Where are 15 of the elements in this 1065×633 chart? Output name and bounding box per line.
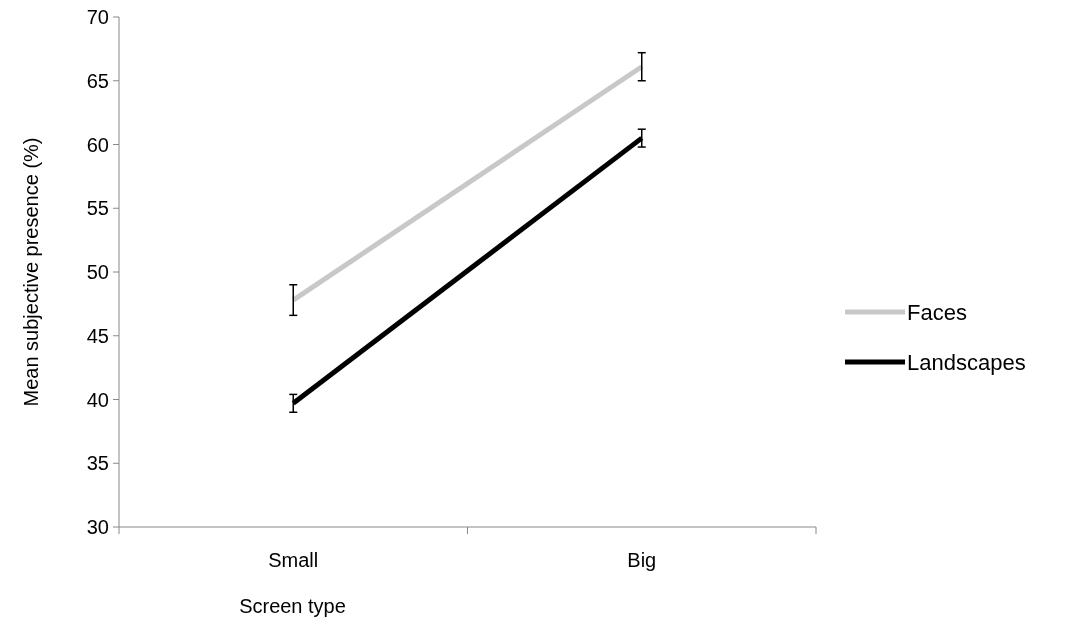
y-axis-title: Mean subjective presence (%) [20,137,42,407]
y-tick-label: 65 [86,69,109,92]
x-tick-label: Big [627,549,657,571]
y-tick-label: 70 [86,6,109,28]
y-tick-label: 45 [86,324,109,347]
legend-label: Landscapes [907,349,1026,375]
y-tick-label: 40 [86,388,109,411]
y-tick-label: 60 [86,133,109,156]
y-tick-label: 55 [86,197,109,220]
x-axis-title: Screen type [239,595,346,617]
y-tick-label: 30 [86,516,109,538]
x-tick-label: Small [268,549,319,571]
y-tick-label: 35 [86,452,109,475]
legend-label: Faces [907,299,967,325]
y-tick-label: 50 [86,261,109,283]
